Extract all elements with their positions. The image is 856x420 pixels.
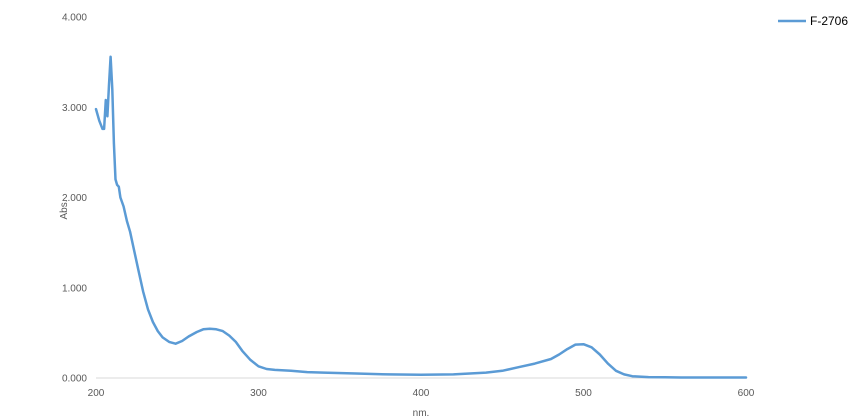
data-point: [501, 370, 503, 372]
data-point: [110, 56, 112, 58]
data-point: [147, 308, 149, 310]
y-tick-label: 4.000: [62, 13, 87, 24]
data-point: [517, 366, 520, 368]
data-point: [114, 178, 117, 180]
data-point: [355, 372, 357, 375]
data-point: [591, 346, 593, 348]
data-point: [175, 343, 177, 345]
data-point: [116, 184, 118, 186]
data-point: [306, 371, 308, 373]
data-point: [95, 108, 97, 110]
data-point: [712, 376, 715, 379]
data-point: [222, 330, 224, 332]
data-point: [266, 368, 268, 370]
data-point: [322, 372, 325, 374]
y-tick-label: 0.000: [62, 374, 87, 385]
data-point: [168, 341, 170, 343]
data-point: [215, 328, 217, 330]
data-point: [132, 246, 134, 248]
data-point: [123, 205, 125, 208]
data-point: [599, 353, 601, 356]
data-point: [188, 335, 190, 338]
data-point: [680, 376, 682, 379]
data-point: [101, 128, 104, 130]
data-point: [452, 373, 455, 375]
data-point: [106, 115, 108, 117]
data-point: [566, 348, 568, 350]
data-point: [152, 321, 154, 323]
y-axis-tick-labels: 0.000 1.000 2.000 3.000 4.000: [62, 13, 87, 385]
data-point: [420, 374, 422, 376]
data-point: [162, 336, 164, 338]
data-point: [274, 369, 276, 371]
data-point: [631, 375, 633, 377]
data-point: [157, 330, 159, 332]
y-tick-label: 1.000: [62, 283, 87, 294]
data-point: [137, 269, 139, 271]
data-point: [241, 350, 243, 352]
data-point: [98, 120, 100, 122]
data-point: [108, 84, 110, 86]
data-point: [257, 365, 260, 367]
x-tick-label: 300: [250, 388, 267, 399]
series-line-f-2706: [94, 55, 748, 379]
data-point: [607, 363, 609, 365]
data-point: [103, 128, 105, 130]
data-point: [113, 142, 115, 144]
data-point: [129, 231, 131, 233]
data-point: [202, 328, 204, 330]
data-point: [119, 196, 121, 199]
data-point: [647, 376, 650, 378]
data-point: [228, 335, 230, 337]
data-point: [534, 363, 536, 365]
x-tick-label: 600: [738, 388, 755, 399]
x-tick-label: 400: [413, 388, 430, 399]
data-point: [105, 99, 107, 101]
data-point: [387, 373, 390, 375]
data-point: [485, 372, 487, 374]
data-point: [290, 370, 292, 372]
legend: F-2706: [778, 14, 848, 28]
data-point: [664, 376, 666, 378]
data-point: [574, 344, 577, 346]
data-point: [126, 220, 128, 222]
data-point: [623, 373, 625, 375]
x-tick-label: 500: [575, 388, 592, 399]
y-tick-label: 3.000: [62, 103, 87, 114]
data-point: [111, 88, 113, 90]
data-point: [582, 343, 585, 345]
x-tick-label: 200: [88, 388, 105, 399]
y-tick-label: 2.000: [62, 193, 87, 204]
data-point: [118, 186, 120, 188]
y-axis-title: Abs.: [59, 199, 70, 219]
x-axis-tick-labels: 200 300 400 500 600: [88, 388, 755, 399]
data-point: [558, 353, 560, 356]
x-axis-title: nm.: [413, 408, 430, 419]
data-point: [745, 376, 747, 379]
data-point: [209, 328, 211, 330]
data-point: [615, 370, 617, 372]
data-point: [142, 290, 144, 292]
data-point: [550, 358, 552, 360]
legend-label-f-2706: F-2706: [810, 14, 848, 28]
data-point: [235, 341, 237, 343]
series-layer: [94, 55, 748, 379]
data-point: [181, 340, 183, 342]
data-point: [196, 331, 198, 333]
data-point: [249, 359, 251, 361]
